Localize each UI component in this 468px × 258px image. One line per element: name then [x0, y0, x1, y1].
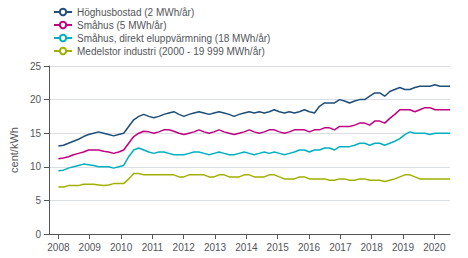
svg-text:2016: 2016	[298, 242, 321, 253]
svg-text:2011: 2011	[142, 242, 164, 253]
svg-text:2010: 2010	[110, 242, 133, 253]
svg-text:5: 5	[35, 195, 41, 206]
svg-text:cent/kWh: cent/kWh	[8, 127, 20, 173]
svg-text:20: 20	[30, 94, 42, 105]
svg-text:15: 15	[30, 128, 42, 139]
svg-text:2009: 2009	[79, 242, 102, 253]
svg-text:2017: 2017	[329, 242, 352, 253]
svg-text:Medelstor industri (2000 - 19: Medelstor industri (2000 - 19 999 MWh/år…	[77, 46, 265, 57]
svg-text:2008: 2008	[47, 242, 70, 253]
svg-text:Höghusbostad (2 MWh/år): Höghusbostad (2 MWh/år)	[77, 7, 194, 18]
svg-text:2012: 2012	[173, 242, 196, 253]
svg-text:2018: 2018	[361, 242, 384, 253]
svg-text:Småhus (5 MWh/år): Småhus (5 MWh/år)	[77, 20, 166, 31]
svg-text:Småhus, direkt eluppvärmning (: Småhus, direkt eluppvärmning (18 MWh/år)	[77, 33, 270, 44]
svg-text:2020: 2020	[423, 242, 446, 253]
svg-text:0: 0	[35, 229, 41, 240]
svg-text:2014: 2014	[235, 242, 258, 253]
svg-text:2019: 2019	[392, 242, 415, 253]
svg-text:25: 25	[30, 61, 42, 72]
svg-text:2015: 2015	[267, 242, 290, 253]
svg-text:2013: 2013	[204, 242, 227, 253]
svg-text:10: 10	[30, 161, 42, 172]
